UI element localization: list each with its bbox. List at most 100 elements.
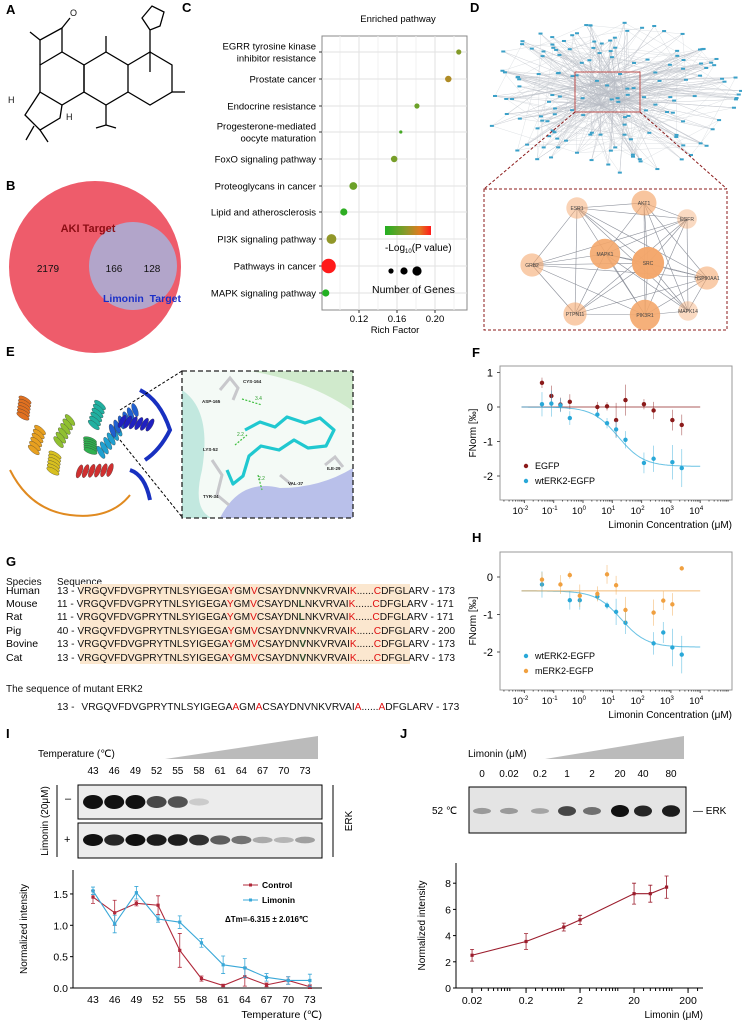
network-edge	[630, 97, 645, 140]
legend-label: wtERK2-EGFP	[534, 476, 595, 486]
network-edge	[512, 63, 702, 100]
network-node	[653, 103, 658, 106]
network-edge	[589, 84, 713, 130]
network-node	[657, 79, 662, 82]
x-tick-label: 55	[174, 994, 186, 1006]
network-edge	[606, 91, 682, 160]
lane-label: 58	[193, 766, 205, 777]
sequence-segment: K	[350, 653, 357, 664]
legend-marker	[523, 668, 529, 674]
gene-label: PTPN11	[566, 312, 585, 318]
network-node	[551, 46, 556, 49]
sequence-segment: 13 -	[57, 639, 77, 650]
blue-region	[220, 468, 353, 518]
x-tick-label: 58	[196, 994, 208, 1006]
species-label: Rat	[6, 611, 22, 623]
panel-label-b: B	[6, 178, 15, 193]
y-tick-label: 8	[445, 878, 451, 890]
itdrf-blot: Limonin (μM) 0 0.02 0.2 1 2 20 40 80 52 ℃ — ERK	[432, 736, 727, 834]
venn-diagram: AKI Target 2179 166 128 Limonin Target	[9, 181, 181, 353]
network-edge	[557, 79, 616, 139]
network-node	[631, 87, 636, 90]
network-edge	[599, 104, 626, 118]
network-edge	[682, 81, 725, 122]
network-node	[545, 120, 550, 123]
data-point	[670, 417, 675, 423]
sequence-segment: C	[372, 612, 379, 623]
network-node	[653, 71, 658, 74]
network-node	[672, 99, 677, 102]
network-node	[712, 64, 717, 67]
panel-label-c: C	[182, 0, 192, 15]
protein-label: ERK	[344, 810, 355, 831]
helix-segment	[117, 415, 127, 428]
network-edge	[531, 207, 578, 266]
band	[125, 795, 146, 809]
x-tick-label: 73	[304, 994, 316, 1006]
network-edge	[624, 48, 704, 101]
network-node	[622, 133, 627, 136]
network-edge	[503, 51, 591, 86]
helix-segment	[75, 464, 84, 479]
network-node	[642, 96, 647, 99]
data-point	[524, 939, 528, 944]
network-edge	[599, 104, 640, 160]
legend-label: mERK2-EGFP	[535, 666, 594, 676]
network-edge	[502, 70, 542, 117]
network-node	[541, 50, 546, 53]
x-tick-label: 101	[601, 696, 616, 707]
network-node	[552, 131, 557, 134]
band	[210, 835, 231, 845]
x-axis-label: Limonin Concentration (μM)	[608, 710, 732, 721]
network-node	[681, 67, 686, 70]
network-edge	[552, 104, 601, 131]
network-node	[698, 48, 703, 51]
data-point	[539, 380, 545, 386]
network-edge	[628, 115, 692, 156]
network-edge	[559, 54, 616, 81]
network-edge	[574, 277, 708, 315]
network-node	[736, 93, 741, 96]
network-node	[599, 42, 604, 45]
sequence-segment: VRGQVFDVGPRYTNLSYIGEGA	[77, 599, 228, 610]
pathway-label: oocyte maturation	[240, 134, 316, 145]
species-sequence: 13 - VRGQVFDVGPRYTNLSYIGEGAYGMVCSAYDNVNK…	[57, 639, 455, 650]
panel-label-j: J	[400, 726, 407, 741]
network-edge	[531, 264, 708, 279]
network-edge	[576, 94, 739, 153]
legend-marker	[249, 883, 252, 887]
x-tick-label: 101	[601, 506, 616, 517]
species-sequence: 13 - VRGQVFDVGPRYTNLSYIGEGAYGMVCSAYDNVNK…	[57, 586, 455, 597]
lane-label: 43	[87, 766, 99, 777]
data-point	[199, 941, 204, 945]
network-node	[549, 156, 554, 159]
network-edge	[494, 44, 523, 97]
network-edge	[552, 44, 616, 148]
sequence-segment: - 171	[428, 612, 454, 623]
sequence-segment: 40 -	[57, 626, 77, 637]
chart-title: Enriched pathway	[360, 14, 436, 25]
network-edge	[576, 207, 688, 220]
distance-label: 3.4	[255, 396, 262, 402]
network-edge	[610, 50, 648, 60]
lane-label: 64	[236, 766, 248, 777]
sequence-segment: V	[251, 639, 258, 650]
data-point	[264, 983, 269, 987]
network-edge	[599, 104, 713, 130]
sequence-segment: ......	[355, 612, 372, 623]
lane-label: 2	[589, 769, 595, 780]
x-tick-label: 200	[679, 995, 697, 1007]
x-tick-exponent: 0	[583, 506, 587, 512]
network-node	[626, 114, 631, 117]
network-edge	[624, 50, 678, 101]
data-point	[595, 404, 600, 410]
gene-label: HSP90AA1	[694, 276, 720, 282]
network-node	[681, 144, 686, 147]
venn-count-overlap: 166	[106, 264, 123, 275]
helix-segment	[131, 403, 139, 417]
network-edge	[624, 99, 734, 108]
zoom-connector	[119, 370, 183, 518]
data-point	[264, 975, 269, 979]
sequence-segment: GM	[234, 639, 250, 650]
network-node	[525, 143, 530, 146]
